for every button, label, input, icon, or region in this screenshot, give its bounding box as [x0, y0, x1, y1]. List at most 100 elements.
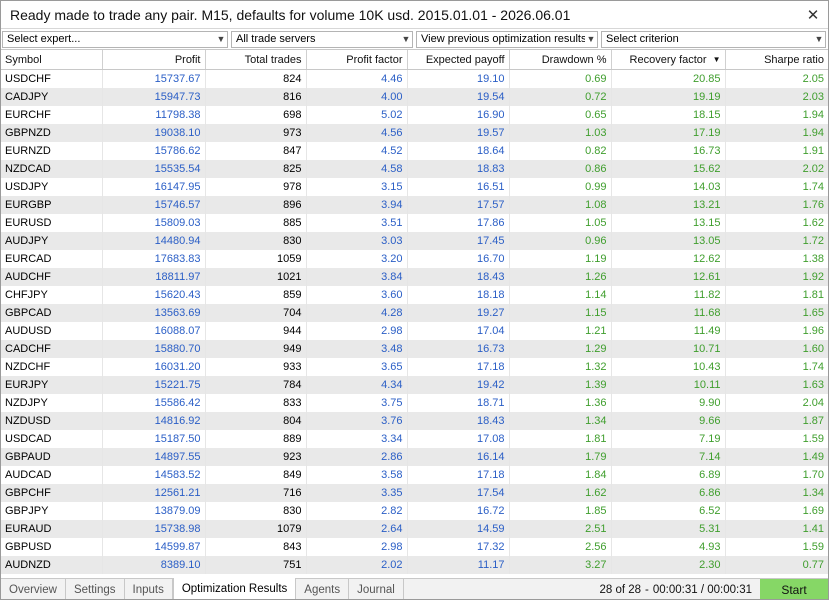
- column-header[interactable]: Profit: [102, 50, 206, 70]
- table-cell: EURAUD: [1, 520, 103, 538]
- table-row[interactable]: GBPAUD 14897.55 923 2.86 16.14 1.79 7.14 1.49: [1, 448, 828, 466]
- table-cell: 18.15: [611, 106, 726, 124]
- server-select-value: All trade servers: [236, 33, 316, 45]
- tab-journal[interactable]: Journal: [349, 579, 404, 599]
- tab-optimization-results[interactable]: Optimization Results: [172, 578, 297, 599]
- table-cell: 15737.67: [102, 69, 206, 88]
- table-cell: 1.94: [802, 109, 824, 121]
- results-grid: Symbol Profit Total trades Profit factor Exp…: [1, 50, 828, 574]
- table-cell: CHFJPY: [1, 286, 103, 304]
- table-cell: 1.39: [509, 376, 612, 394]
- table-header-row: Symbol Profit Total trades Profit factor Exp…: [1, 50, 828, 70]
- table-row[interactable]: CHFJPY 15620.43 859 3.60 18.18 1.14 11.82 1.81: [1, 286, 828, 304]
- tab-settings[interactable]: Settings: [66, 579, 125, 599]
- table-row[interactable]: AUDUSD 16088.07 944 2.98 17.04 1.21 11.49 1.96: [1, 322, 828, 340]
- table-cell: 19.27: [407, 304, 510, 322]
- table-cell: 1.59: [802, 541, 824, 553]
- table-cell: 1.19: [509, 250, 612, 268]
- expert-select[interactable]: Select expert... ▼: [2, 30, 228, 48]
- table-cell: 1.65: [725, 304, 828, 322]
- table-cell: 784: [205, 376, 307, 394]
- table-cell: 3.76: [306, 412, 408, 430]
- table-cell: 16031.20: [102, 358, 206, 376]
- table-cell: 1.84: [509, 466, 612, 484]
- start-button[interactable]: Start: [760, 579, 828, 599]
- table-cell: 15947.73: [102, 88, 206, 106]
- previous-results-select[interactable]: View previous optimization results ▼: [416, 30, 598, 48]
- table-row[interactable]: EURGBP 15746.57 896 3.94 17.57 1.08 13.21 1.76: [1, 196, 828, 214]
- table-row[interactable]: AUDCAD 14583.52 849 3.58 17.18 1.84 6.89 1.70: [1, 466, 828, 484]
- table-cell: 19.10: [407, 69, 510, 88]
- table-row[interactable]: AUDCHF 18811.97 1021 3.84 18.43 1.26 12.61 1.92: [1, 268, 828, 286]
- table-cell: 7.14: [611, 448, 726, 466]
- table-row[interactable]: EURJPY 15221.75 784 4.34 19.42 1.39 10.11 1.63: [1, 376, 828, 394]
- table-row[interactable]: EURAUD 15738.98 1079 2.64 14.59 2.51 5.31 1.41: [1, 520, 828, 538]
- column-header[interactable]: Expected payoff: [407, 50, 510, 70]
- table-cell: USDJPY: [1, 178, 103, 196]
- close-icon[interactable]: ✕: [806, 6, 820, 24]
- tab-overview[interactable]: Overview: [1, 579, 66, 599]
- server-select[interactable]: All trade servers ▼: [231, 30, 413, 48]
- table-row[interactable]: EURUSD 15809.03 885 3.51 17.86 1.05 13.15 1.62: [1, 214, 828, 232]
- table-row[interactable]: GBPCAD 13563.69 704 4.28 19.27 1.15 11.68 1.65: [1, 304, 828, 322]
- table-row[interactable]: EURCAD 17683.83 1059 3.20 16.70 1.19 12.62 1.38: [1, 250, 828, 268]
- table-row[interactable]: GBPNZD 19038.10 973 4.56 19.57 1.03 17.19 1.94: [1, 124, 828, 142]
- table-cell: 2.30: [611, 556, 726, 574]
- table-cell: 704: [205, 304, 307, 322]
- tab-agents[interactable]: Agents: [296, 579, 350, 599]
- table-row[interactable]: AUDJPY 14480.94 830 3.03 17.45 0.96 13.05 1.72: [1, 232, 828, 250]
- table-row[interactable]: USDCAD 15187.50 889 3.34 17.08 1.81 7.19 1.59: [1, 430, 828, 448]
- table-row[interactable]: CADCHF 15880.70 949 3.48 16.73 1.29 10.71 1.60: [1, 340, 828, 358]
- table-cell: 13.05: [611, 232, 726, 250]
- table-cell: 0.65: [509, 106, 612, 124]
- table-row[interactable]: EURNZD 15786.62 847 4.52 18.64 0.82 16.73 1.91: [1, 142, 828, 160]
- table-cell: 2.03: [725, 88, 828, 106]
- column-header[interactable]: Total trades: [205, 50, 307, 70]
- table-cell: 16.72: [407, 502, 510, 520]
- table-cell: 17.18: [407, 466, 510, 484]
- table-body: USDCHF 15737.67 824 4.46 19.10 0.69 20.85 2.05 C…: [1, 69, 828, 574]
- criterion-select[interactable]: Select criterion ▼: [601, 30, 826, 48]
- table-row[interactable]: NZDCHF 16031.20 933 3.65 17.18 1.32 10.43 1.74: [1, 358, 828, 376]
- column-header[interactable]: Drawdown %: [509, 50, 612, 70]
- table-cell: 1.62: [802, 217, 824, 229]
- table-cell: 0.69: [509, 69, 612, 88]
- table-cell: 15620.43: [102, 286, 206, 304]
- column-header[interactable]: Recovery factor ▼: [611, 50, 726, 70]
- column-header[interactable]: Sharpe ratio: [725, 50, 828, 70]
- table-cell: 923: [205, 448, 307, 466]
- table-cell: 10.43: [611, 358, 726, 376]
- table-cell: 14.59: [407, 520, 510, 538]
- table-row[interactable]: USDJPY 16147.95 978 3.15 16.51 0.99 14.03 1.74: [1, 178, 828, 196]
- column-header[interactable]: Symbol: [1, 50, 103, 70]
- table-cell: EURUSD: [1, 214, 103, 232]
- table-row[interactable]: NZDJPY 15586.42 833 3.75 18.71 1.36 9.90 2.04: [1, 394, 828, 412]
- table-row[interactable]: NZDUSD 14816.92 804 3.76 18.43 1.34 9.66 1.87: [1, 412, 828, 430]
- table-row[interactable]: GBPUSD 14599.87 843 2.98 17.32 2.56 4.93 1.59: [1, 538, 828, 556]
- table-cell: 3.15: [306, 178, 408, 196]
- table-cell: 0.77: [725, 556, 828, 574]
- table-row[interactable]: CADJPY 15947.73 816 4.00 19.54 0.72 19.19 2.03: [1, 88, 828, 106]
- table-cell: 1.32: [509, 358, 612, 376]
- table-cell: 1.92: [725, 268, 828, 286]
- table-cell: 3.51: [306, 214, 408, 232]
- table-row[interactable]: GBPCHF 12561.21 716 3.35 17.54 1.62 6.86 1.34: [1, 484, 828, 502]
- table-cell: 3.60: [306, 286, 408, 304]
- table-cell: 17.04: [407, 322, 510, 340]
- table-row[interactable]: NZDCAD 15535.54 825 4.58 18.83 0.86 15.62 2.02: [1, 160, 828, 178]
- table-cell: 896: [205, 196, 307, 214]
- table-row[interactable]: AUDNZD 8389.10 751 2.02 11.17 3.27 2.30 0.77: [1, 556, 828, 574]
- table-cell: 4.52: [306, 142, 408, 160]
- table-cell: 1.70: [802, 469, 824, 481]
- expert-select-value: Select expert...: [7, 33, 81, 45]
- table-row[interactable]: GBPJPY 13879.09 830 2.82 16.72 1.85 6.52 1.69: [1, 502, 828, 520]
- tab-inputs[interactable]: Inputs: [125, 579, 173, 599]
- table-cell: 18.18: [407, 286, 510, 304]
- table-row[interactable]: USDCHF 15737.67 824 4.46 19.10 0.69 20.85 2.05: [1, 69, 828, 88]
- column-header[interactable]: Profit factor: [306, 50, 408, 70]
- table-cell: 1.60: [725, 340, 828, 358]
- table-cell: 944: [205, 322, 307, 340]
- table-cell: 15586.42: [102, 394, 206, 412]
- table-row[interactable]: EURCHF 11798.38 698 5.02 16.90 0.65 18.15 1.94: [1, 106, 828, 124]
- chevron-down-icon: ▼: [814, 34, 824, 44]
